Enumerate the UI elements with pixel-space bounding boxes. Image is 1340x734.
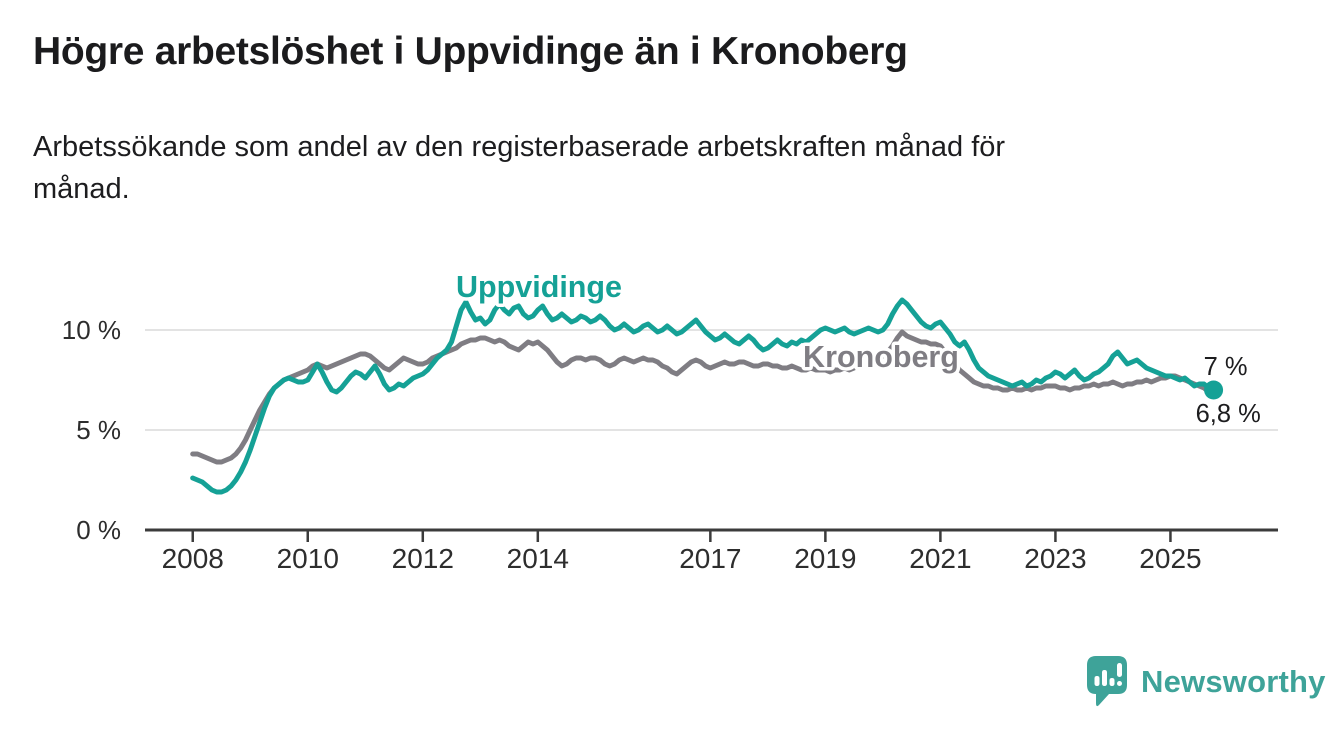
series-label-kronoberg: Kronoberg — [803, 340, 959, 374]
x-tick-label: 2008 — [162, 543, 224, 574]
x-tick-label: 2017 — [679, 543, 741, 574]
x-tick-label: 2010 — [277, 543, 339, 574]
x-tick-label: 2021 — [909, 543, 971, 574]
end-value-label-uppvidinge: 7 % — [1204, 353, 1248, 381]
latest-value-dot-uppvidinge — [1204, 380, 1224, 400]
y-tick-label: 10 % — [62, 315, 121, 345]
newsworthy-speech-bubble-bar-chart-icon — [1087, 656, 1127, 707]
x-tick-label: 2014 — [507, 543, 569, 574]
chart-title: Högre arbetslöshet i Uppvidinge än i Kro… — [33, 30, 908, 73]
x-tick-label: 2019 — [794, 543, 856, 574]
chart-subtitle: Arbetssökande som andel av den registerb… — [33, 131, 1006, 206]
newsworthy-wordmark: Newsworthy — [1141, 664, 1326, 699]
end-value-label-kronoberg: 6,8 % — [1196, 400, 1261, 428]
series-layer — [190, 297, 1217, 495]
x-tick-label: 2025 — [1139, 543, 1201, 574]
y-tick-label: 0 % — [76, 515, 121, 545]
labels-layer: Uppvidinge Kronoberg 7 % 6,8 % — [452, 267, 1263, 431]
series-line-kronoberg — [190, 329, 1217, 465]
series-line-uppvidinge — [190, 297, 1217, 495]
logo-bar-icon — [1109, 678, 1115, 686]
series-label-uppvidinge: Uppvidinge — [456, 270, 622, 304]
logo-bar-icon — [1094, 676, 1100, 686]
x-tick-label: 2023 — [1024, 543, 1086, 574]
logo-bar-icon — [1102, 670, 1107, 686]
x-axis-layer: 0 % 5 % 10 % 2008 2010 2012 2014 2017 2019 2021 20… — [62, 315, 1278, 574]
logo-exclamation-dot-icon — [1117, 681, 1122, 686]
x-tick-label: 2012 — [392, 543, 454, 574]
y-tick-label: 5 % — [76, 415, 121, 445]
logo-exclamation-icon — [1117, 663, 1122, 677]
newsworthy-logo: Newsworthy — [1086, 654, 1326, 710]
gridlines-layer — [145, 329, 1278, 431]
